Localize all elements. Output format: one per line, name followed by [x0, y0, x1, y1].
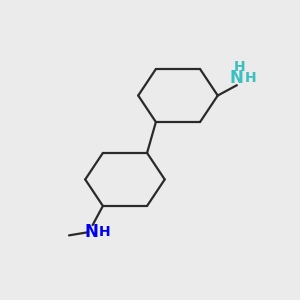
Text: H: H	[233, 60, 245, 74]
Text: N: N	[230, 69, 244, 87]
Text: N: N	[84, 224, 98, 242]
Text: H: H	[244, 71, 256, 85]
Text: H: H	[98, 225, 110, 239]
